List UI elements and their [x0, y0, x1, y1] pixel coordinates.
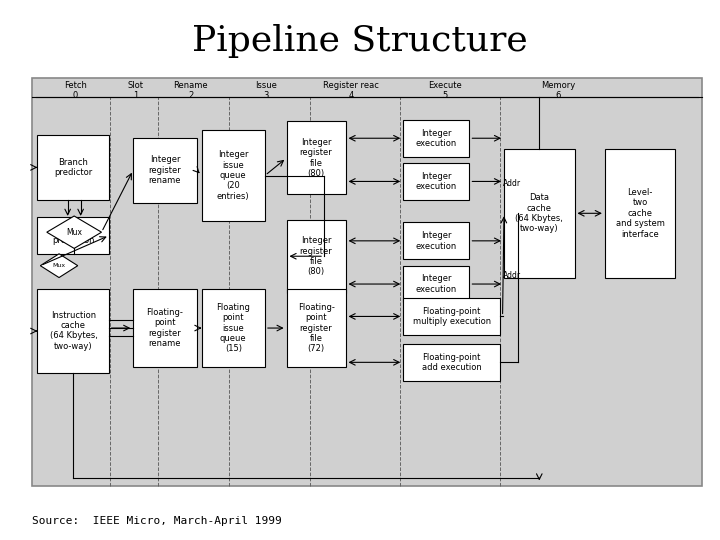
Text: Integer
register
file
(80): Integer register file (80) — [300, 138, 333, 178]
Bar — [133, 138, 197, 202]
Text: Integer
execution: Integer execution — [415, 274, 457, 294]
Text: Integer
issue
queue
(20
entries): Integer issue queue (20 entries) — [217, 150, 250, 201]
Bar — [403, 344, 500, 381]
Text: Floating-point
multiply execution: Floating-point multiply execution — [413, 307, 491, 326]
Text: Execute
5: Execute 5 — [428, 81, 462, 100]
Bar — [403, 163, 469, 200]
Polygon shape — [40, 254, 78, 278]
Bar — [287, 220, 346, 293]
Text: Rename
2: Rename 2 — [174, 81, 208, 100]
Text: Line/set
prediction: Line/set prediction — [52, 226, 95, 245]
Text: Issue
3: Issue 3 — [256, 81, 277, 100]
Text: Data
cache
(64 Kbytes,
two-way): Data cache (64 Kbytes, two-way) — [516, 193, 563, 233]
Text: Register reac
4: Register reac 4 — [323, 81, 379, 100]
Text: Branch
predictor: Branch predictor — [54, 158, 93, 177]
Text: Floating-point
add execution: Floating-point add execution — [422, 353, 482, 372]
Text: Level-
two
cache
and system
interface: Level- two cache and system interface — [616, 188, 665, 239]
Bar — [202, 289, 265, 367]
Text: Mux: Mux — [66, 228, 82, 237]
Bar — [37, 135, 109, 200]
Text: Mux: Mux — [53, 263, 66, 268]
Text: Integer
execution: Integer execution — [415, 129, 457, 148]
Text: Fetch
0: Fetch 0 — [64, 81, 87, 100]
Bar — [37, 217, 109, 254]
Bar — [37, 289, 109, 373]
Bar — [202, 130, 265, 221]
Text: Integer
execution: Integer execution — [415, 231, 457, 251]
Text: Integer
register
rename: Integer register rename — [148, 155, 181, 185]
Bar — [287, 122, 346, 194]
Text: Addr: Addr — [503, 179, 521, 188]
Text: Instruction
cache
(64 Kbytes,
two-way): Instruction cache (64 Kbytes, two-way) — [50, 310, 97, 351]
Text: Floating-
point
register
file
(72): Floating- point register file (72) — [297, 303, 335, 353]
Text: Integer
register
file
(80): Integer register file (80) — [300, 236, 333, 276]
Bar — [287, 289, 346, 367]
Bar — [32, 78, 702, 486]
Polygon shape — [47, 216, 102, 248]
Bar — [403, 120, 469, 157]
Text: Slot
1: Slot 1 — [127, 81, 143, 100]
Text: Floating
point
issue
queue
(15): Floating point issue queue (15) — [216, 303, 251, 353]
Bar — [133, 289, 197, 367]
Text: Source:  IEEE Micro, March-April 1999: Source: IEEE Micro, March-April 1999 — [32, 516, 282, 526]
Bar — [504, 148, 575, 278]
Text: Pipeline Structure: Pipeline Structure — [192, 24, 528, 57]
Bar — [605, 148, 675, 278]
Text: Addr: Addr — [503, 271, 521, 280]
Bar — [403, 266, 469, 302]
Text: Integer
execution: Integer execution — [415, 172, 457, 191]
Bar — [403, 222, 469, 259]
Text: Floating-
point
register
rename: Floating- point register rename — [146, 308, 184, 348]
Bar — [403, 298, 500, 335]
Text: Memory
6: Memory 6 — [541, 81, 575, 100]
